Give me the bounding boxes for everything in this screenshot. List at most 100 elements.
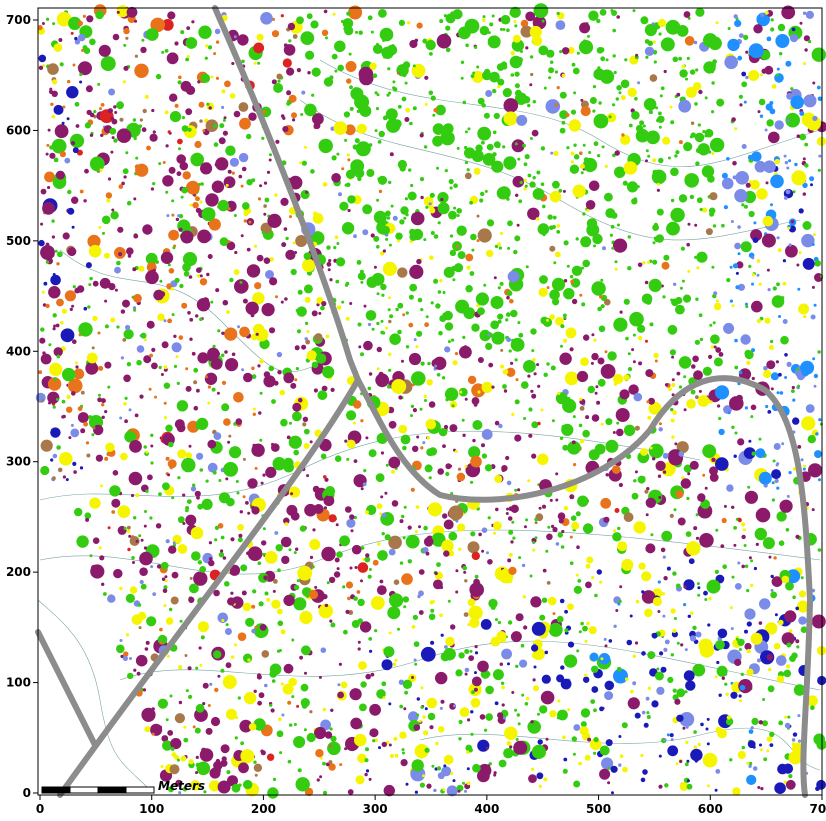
tree [312, 68, 321, 77]
tree [239, 175, 243, 179]
tree [616, 97, 619, 100]
tree [804, 163, 808, 167]
tree [370, 728, 379, 737]
tree [789, 471, 792, 474]
tree [737, 438, 744, 445]
tree [135, 493, 139, 497]
tree [416, 259, 421, 264]
tree [134, 64, 148, 78]
tree [465, 398, 468, 401]
tree [196, 496, 200, 500]
tree [312, 310, 318, 316]
tree [365, 510, 369, 514]
tree [433, 108, 437, 112]
tree [764, 318, 770, 324]
tree [336, 242, 339, 245]
tree [566, 406, 569, 409]
tree [579, 40, 593, 54]
tree [567, 603, 574, 610]
tree [687, 472, 690, 475]
tree [366, 310, 377, 321]
tree [342, 222, 354, 234]
tree [775, 613, 778, 616]
tree [716, 21, 719, 24]
tree [435, 672, 447, 684]
tree [60, 321, 64, 325]
tree [535, 536, 538, 539]
tree [337, 65, 344, 72]
tree [430, 641, 434, 645]
tree [165, 49, 169, 53]
tree [408, 192, 417, 201]
tree [685, 648, 688, 651]
tree [797, 714, 800, 717]
tree [304, 252, 312, 260]
tree [649, 444, 664, 459]
tree [743, 528, 746, 531]
tree [256, 333, 259, 336]
tree [444, 520, 454, 530]
tree [748, 440, 751, 443]
tree [738, 252, 741, 255]
tree [565, 372, 579, 386]
tree [106, 198, 110, 202]
tree [633, 334, 636, 337]
tree [533, 100, 536, 103]
tree [499, 760, 507, 768]
tree [434, 234, 439, 239]
tree [624, 425, 635, 436]
tree [387, 606, 400, 619]
tree [322, 366, 334, 378]
tree [380, 495, 383, 498]
tree [698, 143, 710, 155]
tree [818, 478, 821, 481]
scale-bar [42, 787, 154, 793]
tree [400, 206, 408, 214]
tree [269, 153, 272, 156]
tree [296, 16, 304, 24]
tree [215, 29, 221, 35]
tree [525, 185, 528, 188]
tree [591, 281, 605, 295]
tree [321, 454, 327, 460]
tree [659, 755, 662, 758]
tree [62, 368, 75, 381]
tree [778, 248, 782, 252]
tree [465, 173, 472, 180]
tree [409, 40, 417, 48]
tree [38, 240, 44, 246]
tree [792, 417, 799, 424]
tree [722, 518, 727, 523]
tree [707, 742, 710, 745]
tree [358, 323, 362, 327]
tree [380, 28, 394, 42]
tree [630, 615, 633, 618]
tree [743, 35, 748, 40]
tree [676, 688, 685, 697]
tree [235, 736, 238, 739]
tree [465, 465, 468, 468]
tree [487, 219, 494, 226]
tree [55, 124, 69, 138]
tree [145, 95, 149, 99]
tree [468, 599, 476, 607]
tree [664, 70, 667, 73]
tree [52, 22, 55, 25]
tree [132, 614, 143, 625]
tree [263, 204, 267, 208]
tree [751, 718, 758, 725]
tree [209, 541, 212, 544]
tree [729, 758, 732, 761]
tree [557, 392, 560, 395]
tree [515, 83, 520, 88]
tree [243, 373, 253, 383]
tree [551, 366, 556, 371]
tree [207, 402, 210, 405]
tree [786, 664, 790, 668]
tree [409, 284, 417, 292]
tree [106, 192, 112, 198]
tree [772, 498, 775, 501]
tree [698, 743, 701, 746]
tree [378, 176, 387, 185]
tree [685, 741, 688, 744]
